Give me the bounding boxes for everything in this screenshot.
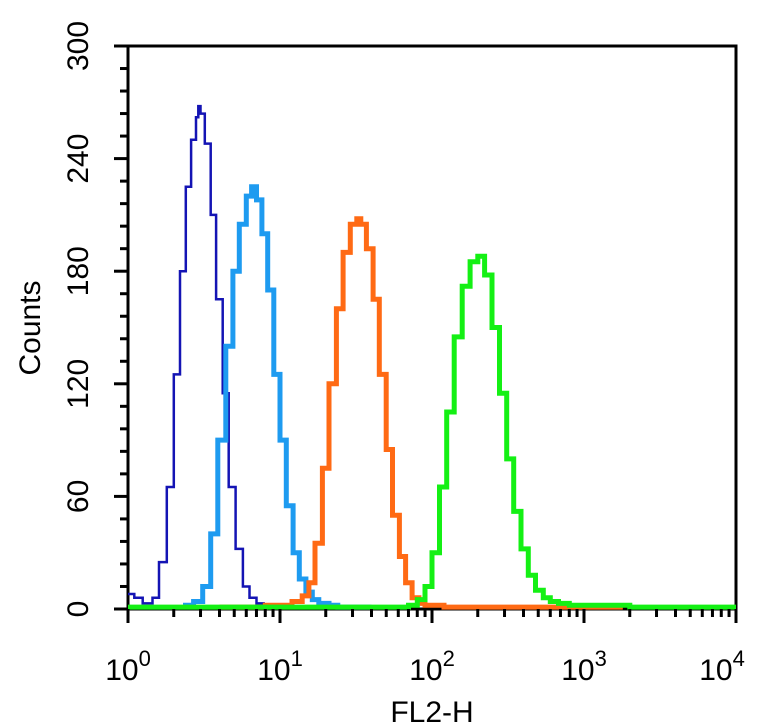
y-tick-label: 60 — [62, 480, 95, 513]
y-tick-label: 180 — [62, 246, 95, 296]
x-tick-labels: 100 101 102 103 104 — [105, 646, 745, 687]
x-axis-title: FL2-H — [390, 696, 473, 727]
tick-layer — [114, 44, 738, 623]
histogram-series-4 — [128, 253, 736, 610]
x-tick-label: 102 — [409, 646, 455, 687]
histogram-series-1 — [128, 104, 272, 608]
y-tick-label: 120 — [62, 359, 95, 409]
x-tick-label: 101 — [257, 646, 303, 687]
y-axis-title: Counts — [14, 280, 47, 375]
histogram-series-2 — [183, 184, 372, 610]
y-tick-label: 240 — [62, 134, 95, 184]
x-tick-label: 100 — [105, 646, 151, 687]
y-tick-labels: 0 60 120 180 240 300 — [62, 21, 95, 617]
y-tick-label: 0 — [62, 601, 95, 618]
x-tick-label: 104 — [699, 646, 745, 687]
series-layer — [128, 104, 736, 610]
x-tick-label: 103 — [561, 646, 607, 687]
y-tick-label: 300 — [62, 21, 95, 71]
